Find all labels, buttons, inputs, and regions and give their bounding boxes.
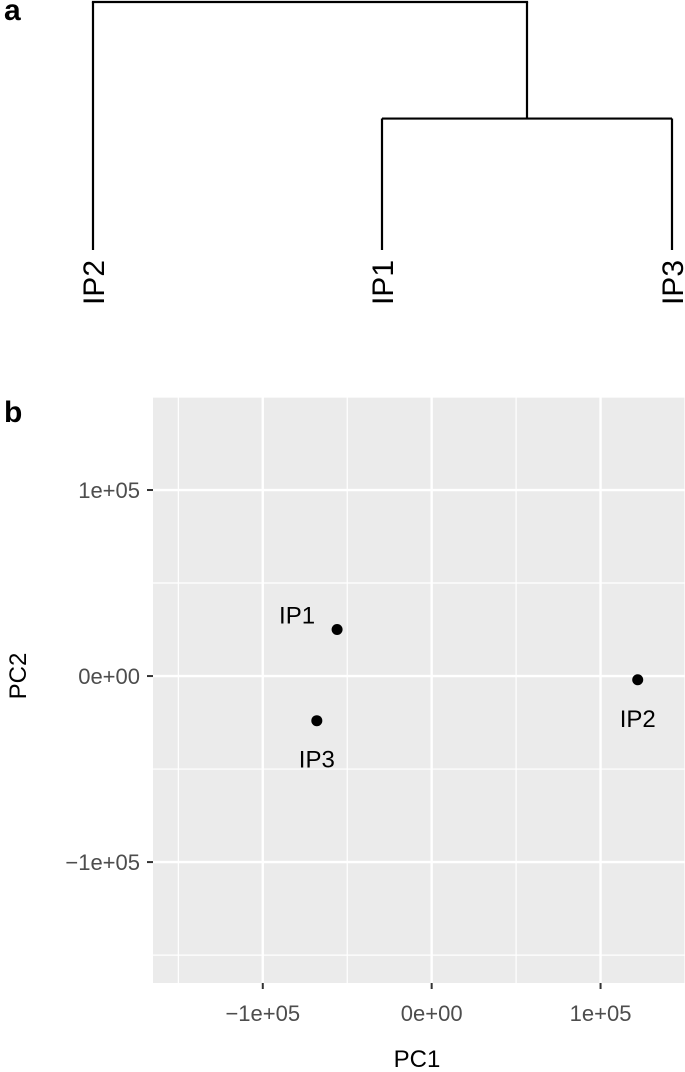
panel-label-b: b	[4, 396, 23, 429]
data-point	[331, 624, 343, 636]
data-point	[632, 674, 644, 686]
point-label: IP1	[279, 603, 315, 630]
y-tick-label: −1e+05	[65, 850, 140, 875]
y-axis-title: PC2	[5, 653, 32, 700]
dendro-leaf-label: IP2	[78, 260, 111, 305]
dendrogram: IP2 IP1 IP3	[78, 0, 685, 305]
x-tick-label: −1e+05	[225, 1001, 300, 1026]
x-tick-label: 0e+00	[401, 1001, 463, 1026]
plot-panel-background	[153, 397, 685, 983]
panel-label-a: a	[4, 0, 21, 27]
x-axis-title: PC1	[394, 1046, 441, 1072]
y-tick-label: 0e+00	[78, 664, 140, 689]
dendro-leaf-label: IP3	[657, 260, 685, 305]
y-tick-label: 1e+05	[78, 478, 140, 503]
x-tick-label: 1e+05	[570, 1001, 632, 1026]
point-label: IP3	[299, 747, 335, 774]
point-label: IP2	[620, 706, 656, 733]
dendro-leaf-label: IP1	[367, 260, 400, 305]
data-point	[311, 715, 323, 727]
